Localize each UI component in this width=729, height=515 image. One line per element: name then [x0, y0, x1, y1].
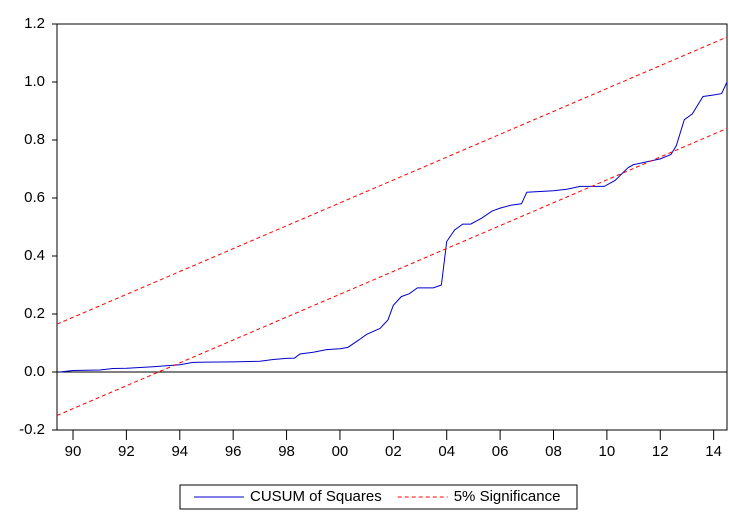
x-tick-label: 14: [705, 443, 722, 460]
y-tick-label: 1.0: [24, 73, 45, 90]
x-tick-label: 90: [65, 443, 82, 460]
x-tick-label: 94: [171, 443, 188, 460]
x-tick-label: 00: [332, 443, 349, 460]
legend-box: [179, 484, 578, 510]
y-tick-label: 1.2: [24, 15, 45, 32]
x-tick-label: 12: [652, 443, 669, 460]
y-tick-label: 0.6: [24, 189, 45, 206]
y-tick-label: -0.2: [19, 421, 45, 438]
x-tick-label: 96: [225, 443, 242, 460]
series-line: [56, 127, 728, 416]
legend-label: 5% Significance: [454, 488, 561, 505]
x-tick-label: 08: [545, 443, 562, 460]
x-tick-label: 98: [278, 443, 295, 460]
y-tick-label: 0.8: [24, 131, 45, 148]
plot-frame: [56, 23, 728, 431]
x-tick-label: 06: [492, 443, 509, 460]
series-line: [56, 36, 728, 325]
y-tick-label: 0.0: [24, 363, 45, 380]
x-tick-label: 02: [385, 443, 402, 460]
x-tick-label: 10: [599, 443, 616, 460]
legend-label: CUSUM of Squares: [250, 488, 382, 505]
series-line: [59, 81, 728, 373]
y-tick-label: 0.2: [24, 305, 45, 322]
x-tick-label: 92: [118, 443, 135, 460]
y-tick-label: 0.4: [24, 247, 45, 264]
x-tick-label: 04: [438, 443, 455, 460]
